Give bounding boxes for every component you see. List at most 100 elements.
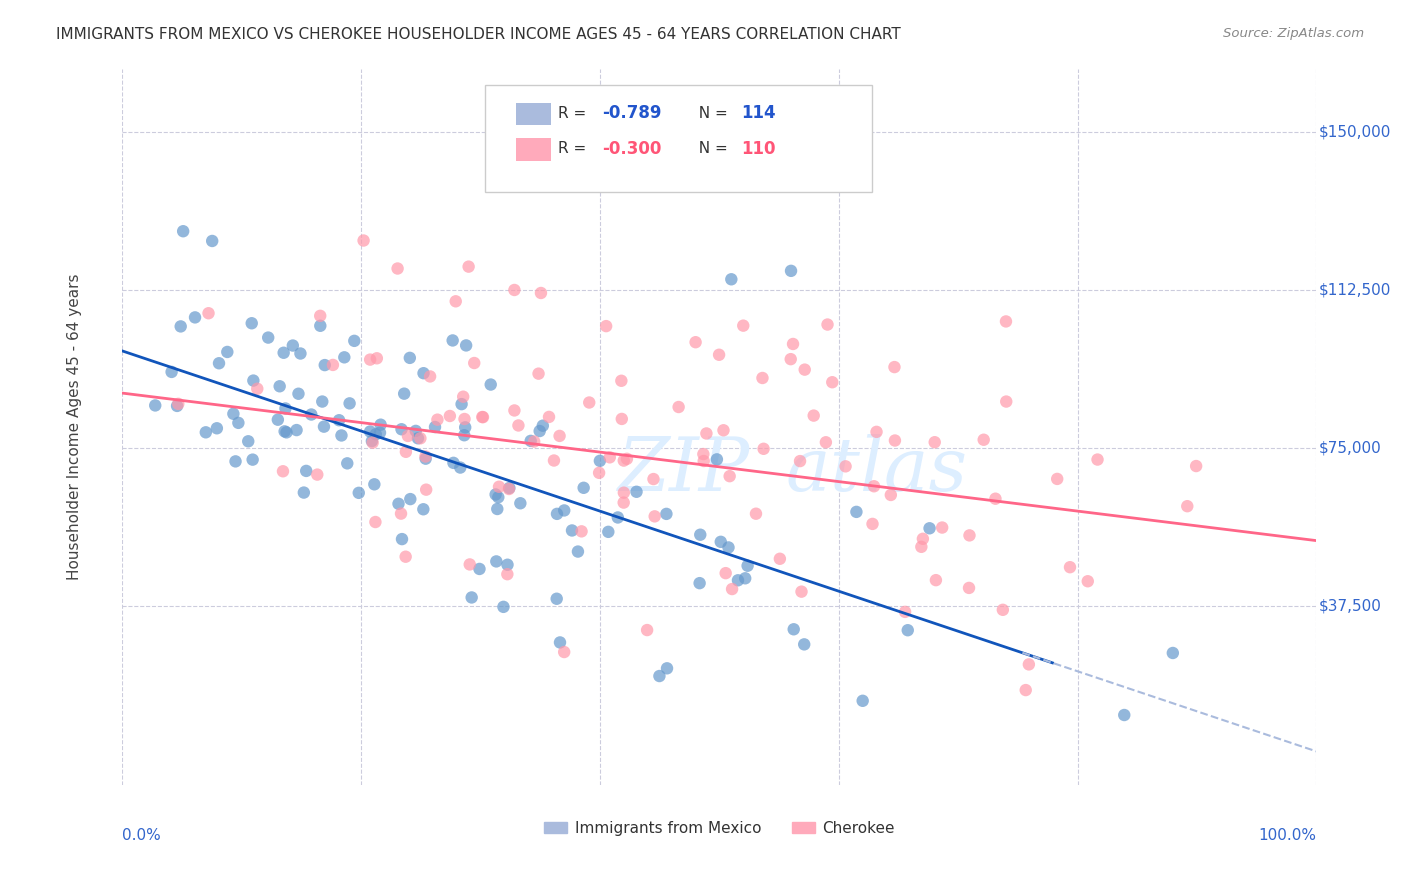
Point <box>548 429 571 443</box>
Point <box>409 431 432 445</box>
Point <box>309 318 332 333</box>
Point <box>396 429 419 443</box>
Point <box>364 427 387 442</box>
Text: 114: 114 <box>741 104 776 122</box>
Point <box>613 485 636 500</box>
Point <box>269 379 291 393</box>
Point <box>546 507 568 521</box>
Point <box>626 484 648 499</box>
Point <box>472 410 495 425</box>
Point <box>307 467 329 482</box>
Point <box>486 490 509 504</box>
Point <box>880 488 903 502</box>
Point <box>405 424 427 438</box>
Point <box>1015 683 1038 698</box>
Point <box>543 453 565 467</box>
Point <box>911 532 934 546</box>
Point <box>276 425 298 440</box>
Point <box>347 486 370 500</box>
Point <box>779 352 801 367</box>
Point <box>366 351 388 366</box>
Point <box>412 366 434 380</box>
Point <box>1161 646 1184 660</box>
Point <box>695 426 717 441</box>
Point <box>991 603 1014 617</box>
Point <box>359 352 381 367</box>
Point <box>336 456 359 470</box>
Point <box>485 487 508 501</box>
Point <box>727 574 749 588</box>
Point <box>910 540 932 554</box>
Point <box>931 520 953 534</box>
Point <box>242 452 264 467</box>
Point <box>208 356 231 370</box>
Point <box>897 624 920 638</box>
Point <box>160 365 183 379</box>
Point <box>793 362 815 376</box>
Point <box>415 450 437 464</box>
Point <box>720 272 742 286</box>
Point <box>170 319 193 334</box>
Point <box>572 481 595 495</box>
Point <box>387 261 409 276</box>
Point <box>295 464 318 478</box>
Point <box>287 386 309 401</box>
Point <box>751 371 773 385</box>
Point <box>862 516 884 531</box>
Point <box>527 367 550 381</box>
Point <box>485 554 508 568</box>
Point <box>451 390 474 404</box>
Point <box>281 338 304 352</box>
Point <box>299 408 322 422</box>
Point <box>821 376 844 390</box>
Point <box>454 420 477 434</box>
Point <box>610 412 633 426</box>
Point <box>449 460 471 475</box>
Point <box>789 454 811 468</box>
Point <box>242 374 264 388</box>
Point <box>1077 574 1099 589</box>
Point <box>503 403 526 417</box>
Point <box>793 637 815 651</box>
Text: 100.0%: 100.0% <box>1258 828 1316 843</box>
Point <box>257 330 280 344</box>
Point <box>613 453 636 467</box>
Point <box>172 224 194 238</box>
Point <box>509 496 531 510</box>
Point <box>737 558 759 573</box>
Point <box>486 502 509 516</box>
Point <box>240 316 263 330</box>
Point <box>496 567 519 582</box>
Point <box>655 507 678 521</box>
Point <box>685 335 707 350</box>
Point <box>529 424 551 438</box>
Point <box>782 337 804 351</box>
Point <box>613 495 636 509</box>
Text: -0.789: -0.789 <box>602 104 661 122</box>
Point <box>328 413 350 427</box>
Point <box>865 425 887 439</box>
Point <box>398 351 420 365</box>
Point <box>441 334 464 348</box>
Point <box>616 451 638 466</box>
Point <box>636 623 658 637</box>
Point <box>391 422 413 436</box>
Point <box>412 502 434 516</box>
Point <box>668 400 690 414</box>
Point <box>439 409 461 423</box>
Point <box>364 515 387 529</box>
Point <box>387 497 409 511</box>
Point <box>693 454 716 468</box>
Point <box>508 418 530 433</box>
Point <box>644 509 666 524</box>
Point <box>463 356 485 370</box>
Point <box>884 434 907 448</box>
Point <box>548 635 571 649</box>
Point <box>606 510 628 524</box>
Text: R =: R = <box>558 142 592 156</box>
Point <box>588 466 610 480</box>
Point <box>783 622 806 636</box>
Point <box>395 549 418 564</box>
Text: atlas: atlas <box>785 434 967 506</box>
Point <box>488 480 510 494</box>
